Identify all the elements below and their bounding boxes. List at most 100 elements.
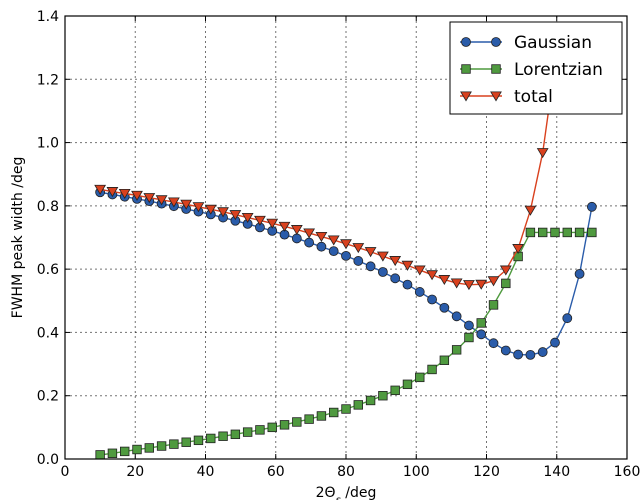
data-point-lorentzian: [206, 433, 216, 444]
x-tick-label: 60: [267, 464, 285, 480]
data-point-total: [364, 247, 377, 258]
data-point-lorentzian: [156, 441, 167, 451]
data-point-total: [204, 204, 217, 215]
data-point-lorentzian: [181, 437, 191, 447]
legend-label: Gaussian: [514, 33, 592, 53]
x-tick-label: 80: [337, 464, 355, 480]
x-axis-label: 2Θs /deg: [316, 485, 377, 500]
data-point-gaussian: [464, 320, 474, 331]
data-point-total: [352, 243, 365, 254]
data-point-total: [499, 265, 512, 276]
x-tick-label: 140: [543, 464, 570, 480]
data-point-total: [131, 190, 143, 201]
data-point-gaussian: [476, 329, 487, 340]
x-tick-label: 40: [197, 464, 215, 480]
y-tick-label: 1.2: [37, 72, 59, 88]
data-point-gaussian: [574, 268, 585, 279]
y-tick-label: 0.4: [37, 325, 59, 341]
data-point-total: [524, 205, 537, 216]
data-point-total: [241, 213, 254, 224]
data-point-gaussian: [427, 294, 437, 305]
data-point-gaussian: [341, 250, 351, 261]
data-point-total: [487, 276, 500, 287]
data-point-gaussian: [390, 273, 401, 284]
legend-box: [449, 21, 623, 115]
data-point-gaussian: [537, 347, 548, 357]
data-point-total: [340, 239, 352, 250]
data-point-total: [438, 275, 451, 286]
data-point-lorentzian: [464, 332, 474, 343]
legend: Gaussian Lorentzian total: [449, 21, 623, 115]
data-point-gaussian: [586, 201, 597, 212]
data-point-total: [143, 193, 156, 204]
data-point-lorentzian: [120, 446, 130, 457]
legend-item-lorentzian: Lorentzian: [460, 60, 603, 80]
data-point-gaussian: [513, 349, 524, 360]
data-point-gaussian: [439, 302, 450, 313]
data-point-lorentzian: [439, 355, 450, 365]
y-tick-label: 0.6: [37, 262, 59, 278]
data-point-gaussian: [414, 287, 425, 297]
data-point-lorentzian: [525, 227, 536, 238]
data-point-gaussian: [353, 256, 364, 266]
data-point-lorentzian: [365, 395, 376, 406]
data-point-gaussian: [562, 313, 573, 324]
legend-marker: [461, 37, 471, 47]
data-point-total: [376, 251, 389, 262]
data-point-lorentzian: [402, 379, 413, 390]
data-point-lorentzian: [255, 425, 265, 435]
data-point-lorentzian: [242, 427, 253, 437]
data-point-lorentzian: [144, 443, 155, 453]
data-point-lorentzian: [562, 227, 572, 238]
data-point-lorentzian: [550, 227, 560, 238]
data-point-total: [413, 265, 426, 276]
data-point-total: [327, 235, 340, 246]
data-point-lorentzian: [574, 227, 585, 238]
grid: [65, 16, 627, 459]
data-point-lorentzian: [390, 385, 400, 396]
data-point-gaussian: [304, 237, 315, 248]
data-point-lorentzian: [488, 300, 499, 310]
data-point-total: [512, 244, 525, 255]
x-tick-label: 0: [61, 464, 70, 480]
x-tick-label: 20: [126, 464, 144, 480]
data-point-lorentzian: [267, 422, 277, 433]
data-point-total: [401, 260, 414, 271]
data-point-lorentzian: [107, 448, 118, 459]
legend-marker: [490, 91, 502, 102]
data-point-gaussian: [550, 337, 560, 348]
data-point-lorentzian: [341, 404, 351, 414]
y-axis-label: FWHM peak width /deg: [10, 157, 26, 319]
y-tick-label: 1.4: [37, 9, 59, 25]
y-tick-label: 0.2: [37, 389, 59, 405]
data-point-total: [167, 197, 180, 208]
data-point-gaussian: [377, 267, 388, 277]
data-point-lorentzian: [587, 227, 597, 238]
data-point-lorentzian: [304, 414, 314, 424]
data-point-gaussian: [451, 311, 462, 322]
data-point-lorentzian: [353, 400, 363, 410]
data-point-gaussian: [500, 345, 511, 356]
data-point-total: [155, 195, 168, 206]
data-point-lorentzian: [193, 435, 204, 446]
y-tick-label: 0.8: [37, 199, 59, 215]
data-point-lorentzian: [329, 407, 339, 418]
data-point-total: [106, 187, 119, 198]
data-point-lorentzian: [415, 372, 425, 383]
data-point-gaussian: [525, 349, 536, 360]
data-point-total: [118, 188, 131, 199]
legend-marker: [460, 91, 472, 102]
data-point-lorentzian: [218, 431, 228, 441]
data-point-total: [192, 202, 205, 213]
legend-label: Lorentzian: [514, 60, 603, 80]
legend-marker: [491, 64, 501, 74]
data-point-total: [266, 218, 279, 229]
data-point-total: [180, 199, 193, 210]
data-point-total: [254, 215, 266, 226]
data-point-total: [229, 210, 242, 221]
legend-marker: [491, 37, 501, 47]
data-point-lorentzian: [316, 411, 327, 421]
series-lorentzian: [95, 227, 597, 459]
data-point-gaussian: [316, 241, 327, 252]
legend-item-total: total: [460, 87, 553, 107]
